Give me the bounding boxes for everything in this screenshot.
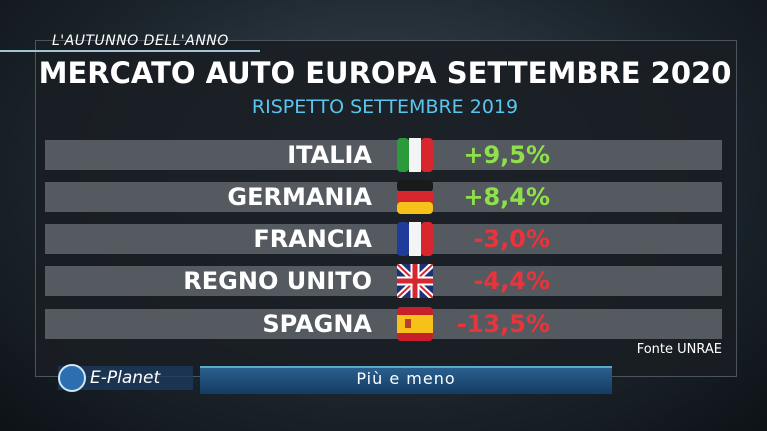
- row: SPAGNA -13,5%: [45, 307, 722, 341]
- country: REGNO UNITO: [183, 267, 372, 295]
- change: +9,5%: [463, 141, 550, 169]
- subtitle: RISPETTO SETTEMBRE 2019: [251, 96, 519, 118]
- row: ITALIA +9,5%: [45, 138, 722, 172]
- flag: [397, 307, 433, 341]
- flag: [397, 180, 433, 214]
- flag: [397, 138, 433, 172]
- title: MERCATO AUTO EUROPA SETTEMBRE 2020: [38, 56, 732, 90]
- flag: [397, 264, 433, 298]
- country: GERMANIA: [227, 183, 372, 211]
- row: REGNO UNITO -4,4%: [45, 264, 722, 298]
- logo: E-Planet: [90, 368, 161, 388]
- country: SPAGNA: [262, 310, 372, 338]
- program: Più e meno: [356, 369, 456, 388]
- change: -13,5%: [456, 310, 550, 338]
- change: +8,4%: [463, 183, 550, 211]
- program-bar: [200, 366, 612, 394]
- source: Fonte UNRAE: [636, 342, 722, 357]
- row: FRANCIA -3,0%: [45, 222, 722, 256]
- change: -3,0%: [473, 225, 550, 253]
- country: FRANCIA: [253, 225, 372, 253]
- change: -4,4%: [473, 267, 550, 295]
- row: GERMANIA +8,4%: [45, 180, 722, 214]
- tag-line: [0, 50, 260, 52]
- logo-badge: [58, 364, 193, 392]
- tag: L'AUTUNNO DELL'ANNO: [52, 33, 229, 49]
- country: ITALIA: [287, 141, 372, 169]
- flag: [397, 222, 433, 256]
